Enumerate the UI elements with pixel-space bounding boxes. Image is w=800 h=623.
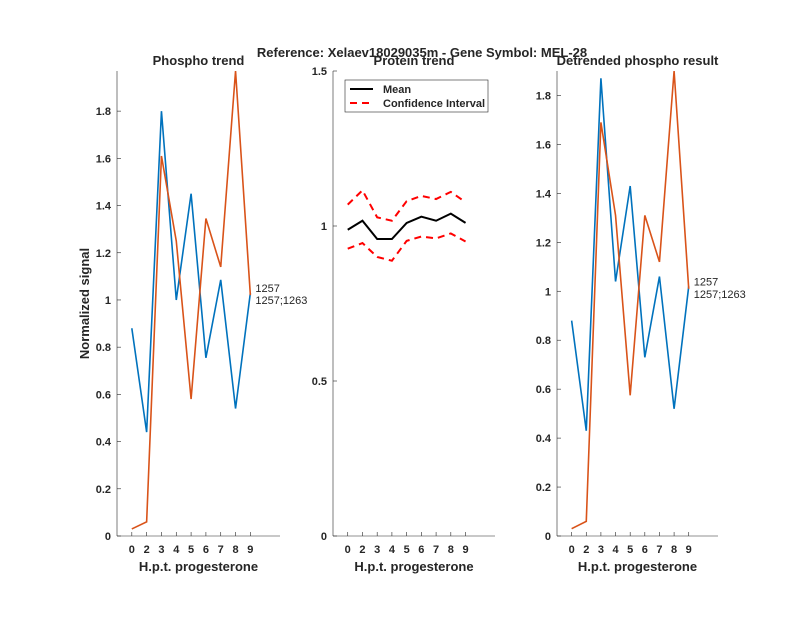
y-tick-label: 0.4 <box>536 433 552 445</box>
y-tick-label: 1.2 <box>536 237 551 249</box>
axes-title: Protein trend <box>374 53 455 68</box>
legend-entry-confidence-interval: Confidence Interval <box>383 98 485 110</box>
series-line-1257-1263 <box>131 70 252 530</box>
x-tick-label: 9 <box>462 544 468 556</box>
x-tick-label: 8 <box>671 544 677 556</box>
series-line-confidence-interval-upper <box>347 188 467 222</box>
x-tick-label: 4 <box>389 544 396 556</box>
y-tick-label: 0.2 <box>536 482 551 494</box>
y-tick-label: 1.8 <box>96 106 111 118</box>
x-tick-label: 6 <box>418 544 424 556</box>
legend-box <box>344 79 489 113</box>
x-tick-label: 4 <box>612 544 619 556</box>
x-tick-label: 8 <box>232 544 238 556</box>
axes-1: 00.20.40.60.811.21.41.61.80 2 3 4 5 6 7 8 9Phosp… <box>77 53 307 574</box>
x-tick-label: 9 <box>686 544 692 556</box>
series-end-label: 1257 <box>694 276 718 288</box>
y-tick-label: 0.2 <box>96 484 111 496</box>
x-axis-label: H.p.t. progesterone <box>578 559 697 574</box>
series-line-1257 <box>570 78 690 431</box>
series-end-label: 1257;1263 <box>694 289 746 301</box>
x-axis-label: H.p.t. progesterone <box>354 559 473 574</box>
y-tick-label: 1.4 <box>536 188 552 200</box>
x-tick-label: 2 <box>144 544 150 556</box>
y-tick-label: 1 <box>545 286 551 298</box>
x-tick-label: 6 <box>203 544 209 556</box>
y-tick-label: 0.6 <box>536 384 551 396</box>
y-tick-label: 1.4 <box>96 201 112 213</box>
x-tick-label: 3 <box>158 544 164 556</box>
x-tick-label: 0 <box>129 544 135 556</box>
axes-3: 00.20.40.60.811.21.41.61.80 2 3 4 5 6 7 8 9Detre… <box>536 53 746 574</box>
y-tick-label: 1.5 <box>312 66 327 78</box>
x-tick-label: 7 <box>433 544 439 556</box>
x-tick-label: 5 <box>404 544 410 556</box>
x-tick-label: 0 <box>345 544 351 556</box>
y-tick-label: 1 <box>321 221 327 233</box>
x-tick-label: 5 <box>188 544 194 556</box>
x-tick-label: 8 <box>448 544 454 556</box>
series-end-label: 1257;1263 <box>255 295 307 307</box>
x-tick-label: 3 <box>374 544 380 556</box>
y-tick-label: 0.5 <box>312 376 327 388</box>
x-axis-label: H.p.t. progesterone <box>139 559 258 574</box>
series-line-1257 <box>131 111 252 433</box>
legend-entry-mean: Mean <box>383 84 411 96</box>
y-axis-label: Normalized signal <box>77 248 92 359</box>
x-tick-label: 7 <box>656 544 662 556</box>
y-tick-label: 0 <box>321 531 327 543</box>
axes-title: Detrended phospho result <box>557 53 719 68</box>
series-line-1257-1263 <box>571 70 690 530</box>
x-tick-label: 0 <box>569 544 575 556</box>
x-tick-label: 5 <box>627 544 633 556</box>
x-tick-label: 7 <box>218 544 224 556</box>
y-tick-label: 0.6 <box>96 389 111 401</box>
y-tick-label: 1.8 <box>536 90 551 102</box>
y-tick-label: 1.6 <box>536 139 551 151</box>
y-tick-label: 0 <box>545 531 551 543</box>
series-line-mean <box>347 212 467 241</box>
y-tick-label: 0 <box>105 531 111 543</box>
x-tick-label: 6 <box>642 544 648 556</box>
x-tick-label: 2 <box>583 544 589 556</box>
series-line-confidence-interval-lower <box>347 232 467 262</box>
y-tick-label: 1 <box>105 295 111 307</box>
x-tick-label: 9 <box>247 544 253 556</box>
y-tick-label: 0.8 <box>96 342 111 354</box>
y-tick-label: 0.8 <box>536 335 551 347</box>
figure-suptitle: Reference: Xelaev18029035m - Gene Symbol… <box>257 45 587 60</box>
y-tick-label: 1.2 <box>96 248 111 260</box>
legend: Mean Confidence Interval <box>344 79 489 113</box>
y-tick-label: 1.6 <box>96 153 111 165</box>
x-tick-label: 3 <box>598 544 604 556</box>
x-tick-label: 2 <box>359 544 365 556</box>
y-tick-label: 0.4 <box>96 437 112 449</box>
series-end-label: 1257 <box>255 283 279 295</box>
axes-title: Phospho trend <box>153 53 245 68</box>
x-tick-label: 4 <box>173 544 180 556</box>
